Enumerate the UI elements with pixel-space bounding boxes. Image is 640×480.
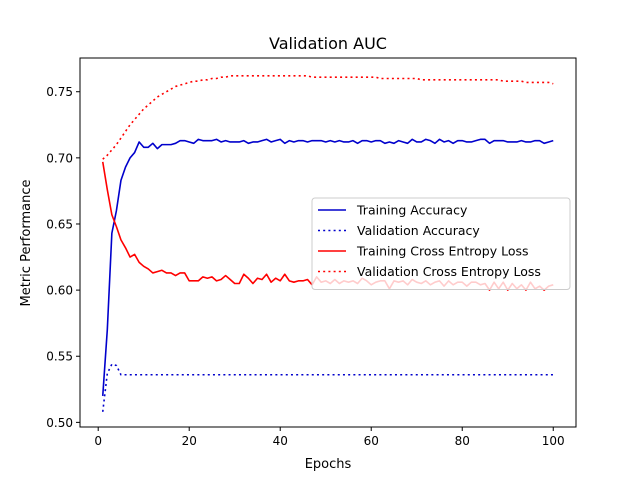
legend: Training Accuracy Validation Accuracy Trai… [311, 197, 571, 290]
legend-label-training-accuracy: Training Accuracy [356, 203, 468, 218]
y-axis-label: Metric Performance [19, 180, 34, 307]
x-tick-label: 100 [542, 434, 565, 448]
y-tick-label: 0.60 [46, 284, 73, 298]
chart-title: Validation AUC [269, 34, 387, 53]
y-axis: 0.50 0.55 0.60 0.65 0.70 0.75 [46, 85, 80, 430]
y-tick-label: 0.65 [46, 217, 73, 231]
x-tick-label: 60 [364, 434, 379, 448]
legend-label-training-cross-entropy-loss: Training Cross Entropy Loss [356, 244, 529, 259]
series-line-training-accuracy [101, 138, 554, 396]
legend-box [311, 197, 571, 290]
legend-label-validation-cross-entropy-loss: Validation Cross Entropy Loss [357, 264, 541, 279]
series-line-validation-accuracy [101, 363, 554, 412]
y-tick-label: 0.50 [46, 416, 73, 430]
x-tick-label: 20 [182, 434, 197, 448]
x-tick-label: 0 [94, 434, 102, 448]
x-axis-label: Epochs [305, 457, 352, 472]
plot-frame [79, 57, 577, 428]
y-tick-label: 0.75 [46, 85, 73, 99]
y-tick-label: 0.70 [46, 151, 73, 165]
legend-label-validation-accuracy: Validation Accuracy [357, 223, 480, 238]
x-tick-label: 80 [455, 434, 470, 448]
y-tick-label: 0.55 [46, 350, 73, 364]
x-tick-label: 40 [273, 434, 288, 448]
x-axis: 0 20 40 60 80 100 [94, 427, 565, 448]
